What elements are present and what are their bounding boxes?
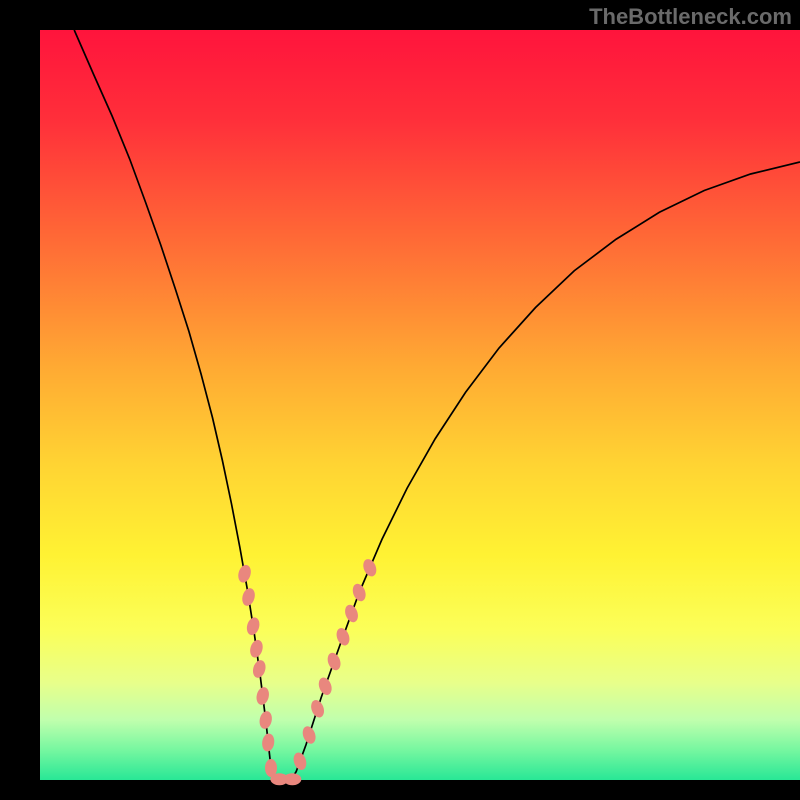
bottleneck-chart: TheBottleneck.com [0, 0, 800, 800]
chart-svg [0, 0, 800, 800]
watermark-text: TheBottleneck.com [589, 4, 792, 30]
plot-background [40, 30, 800, 780]
data-marker [283, 773, 301, 785]
